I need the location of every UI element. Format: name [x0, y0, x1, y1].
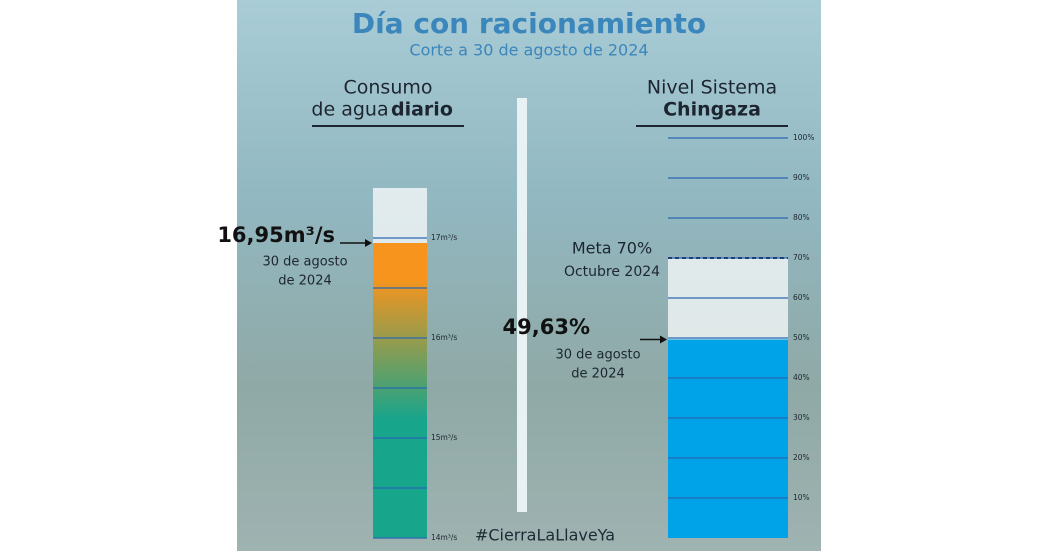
value-label: 16,95m³/s	[217, 223, 335, 247]
gauge-remaining	[373, 188, 427, 243]
date-label: de 2024	[278, 274, 331, 289]
arrow-head	[365, 239, 372, 247]
tick-label: 30%	[793, 413, 810, 422]
tick-label: 90%	[793, 173, 810, 182]
tick-label: 80%	[793, 213, 810, 222]
gauge-fill	[373, 243, 427, 538]
tick-label: 100%	[793, 133, 814, 142]
gauge-fill	[668, 339, 788, 538]
gauge-title-bold: diario	[391, 99, 453, 121]
gauge-title: Nivel Sistema	[647, 77, 777, 99]
tick-label: 50%	[793, 333, 810, 342]
tick-label: 17m³/s	[431, 233, 457, 242]
tick-label: 60%	[793, 293, 810, 302]
subtitle: Corte a 30 de agosto de 2024	[409, 41, 648, 60]
gauge-remaining	[668, 258, 788, 340]
target-label: Meta 70%	[572, 239, 652, 258]
date-label: 30 de agosto	[262, 255, 347, 270]
tick-label: 14m³/s	[431, 533, 457, 542]
tick-label: 16m³/s	[431, 333, 457, 342]
tick-label: 15m³/s	[431, 433, 457, 442]
gauge-title: Consumo	[343, 77, 432, 99]
hashtag: #CierraLaLlaveYa	[475, 526, 615, 545]
title: Día con racionamiento	[352, 7, 706, 40]
tick-label: 20%	[793, 453, 810, 462]
date-label: de 2024	[571, 367, 624, 382]
gauge-title-bold: Chingaza	[663, 99, 761, 121]
date-label: 30 de agosto	[555, 348, 640, 363]
value-label: 49,63%	[503, 315, 590, 339]
tick-label: 10%	[793, 493, 810, 502]
title-underline	[312, 125, 464, 127]
target-sublabel: Octubre 2024	[564, 264, 660, 280]
tick-label: 40%	[793, 373, 810, 382]
arrow-head	[660, 335, 667, 344]
title-underline	[636, 125, 788, 127]
divider	[517, 98, 527, 512]
gauge-title: de agua	[311, 99, 388, 121]
tick-label: 70%	[793, 253, 810, 262]
